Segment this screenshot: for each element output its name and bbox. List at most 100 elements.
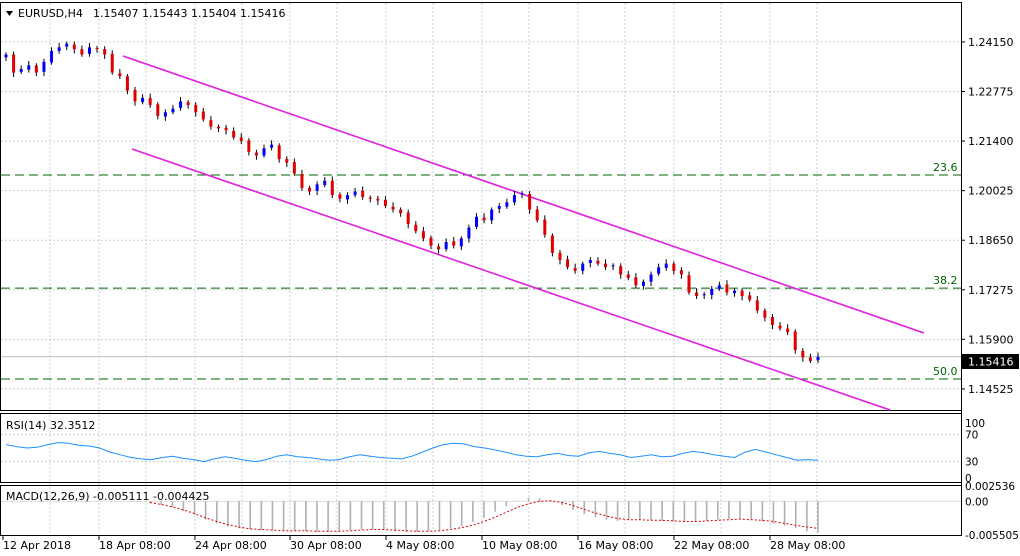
y-tick-label: 1.14525 [968, 383, 1014, 396]
candle-body [277, 145, 281, 160]
candle-body [801, 350, 805, 358]
candle-body [65, 43, 69, 47]
y-tick-label: 1.24150 [968, 36, 1014, 49]
candle-body [216, 126, 220, 129]
candle-body [444, 242, 448, 250]
candle-body [50, 50, 54, 63]
candle-body [634, 277, 638, 286]
candle-body [816, 357, 820, 361]
candle-body [345, 195, 349, 200]
candle-body [740, 290, 744, 297]
rsi-title: RSI(14) 32.3512 [6, 419, 95, 432]
candle-body [194, 105, 198, 113]
last-price-box [962, 354, 1019, 369]
candle-body [383, 199, 387, 206]
candle-body [103, 49, 107, 55]
candle-body [186, 102, 190, 106]
candle-body [512, 195, 516, 203]
candle-body [95, 48, 99, 50]
candle-body [232, 130, 236, 138]
price-channel [122, 55, 925, 411]
candle-body [270, 144, 274, 148]
x-tick-label: 10 May 08:00 [482, 539, 557, 552]
macd-y-tick-label: 0.002536 [965, 481, 1015, 493]
candle-body [156, 104, 160, 116]
candle-body [376, 198, 380, 201]
candle-body [717, 285, 721, 289]
candle-body [414, 224, 418, 232]
candle-body [748, 295, 752, 300]
candles [4, 41, 820, 364]
rsi-y-tick-label: 100 [965, 418, 985, 430]
candle-body [80, 49, 84, 55]
candle-body [163, 112, 167, 117]
candle-body [573, 267, 577, 271]
candle-body [649, 274, 653, 282]
y-tick-label: 1.15900 [968, 333, 1014, 346]
candle-body [755, 300, 759, 311]
candle-body [239, 137, 243, 142]
x-tick-label: 4 May 08:00 [386, 539, 454, 552]
candle-body [429, 237, 433, 246]
candle-body [133, 89, 137, 102]
dropdown-triangle-icon[interactable] [6, 11, 13, 16]
rsi-line [5, 442, 819, 463]
candle-body [27, 65, 31, 70]
candle-body [406, 212, 410, 224]
candle-body [604, 263, 608, 268]
candle-body [201, 111, 205, 120]
rsi-pane-frame [0, 413, 962, 483]
candle-body [459, 238, 463, 247]
candle-body [543, 219, 547, 235]
candle-body [679, 270, 683, 275]
candle-body [702, 294, 706, 296]
x-tick-label: 12 Apr 2018 [3, 539, 71, 552]
candle-body [171, 108, 175, 113]
candle-body [558, 252, 562, 261]
candle-body [300, 174, 304, 188]
x-tick-label: 22 May 08:00 [674, 539, 749, 552]
candle-body [368, 197, 372, 199]
candle-body [209, 120, 213, 127]
candle-body [566, 259, 570, 268]
channel-upper-line [122, 55, 925, 334]
y-tick-label: 1.22775 [968, 86, 1014, 99]
candle-body [664, 263, 668, 268]
rsi-y-tick-label: 30 [965, 457, 978, 469]
candle-body [330, 180, 334, 196]
y-tick-label: 1.17275 [968, 284, 1014, 297]
rsi-series-line [5, 442, 819, 463]
candle-body [619, 266, 623, 275]
candle-body [19, 68, 23, 72]
candle-body [437, 246, 441, 250]
candle-body [421, 231, 425, 239]
y-tick-label: 1.21400 [968, 135, 1014, 148]
macd-y-tick-label: -0.005505 [965, 530, 1019, 542]
candle-body [596, 260, 600, 264]
candle-body [87, 47, 91, 54]
candle-body [687, 275, 691, 293]
candle-body [399, 209, 403, 214]
symbol-label: EURUSD,H4 [18, 7, 83, 20]
candle-body [588, 260, 592, 263]
candle-body [72, 44, 76, 50]
x-tick-label: 24 Apr 08:00 [195, 539, 267, 552]
candle-body [148, 97, 152, 106]
x-tick-label: 16 May 08:00 [578, 539, 653, 552]
candle-body [34, 65, 38, 73]
ohlc-readout: 1.15407 1.15443 1.15404 1.15416 [93, 7, 285, 20]
candle-body [626, 274, 630, 279]
macd-y-tick-label: 0.00 [965, 496, 988, 508]
candle-body [292, 161, 296, 174]
candle-body [505, 202, 509, 207]
candle-body [733, 290, 737, 294]
fib-level-label: 23.6 [933, 161, 958, 174]
candle-body [361, 190, 365, 197]
candle-body [452, 241, 456, 246]
fib-level-label: 50.0 [933, 365, 958, 378]
candle-body [12, 54, 16, 73]
candle-body [520, 193, 524, 195]
x-tick-label: 28 May 08:00 [770, 539, 845, 552]
